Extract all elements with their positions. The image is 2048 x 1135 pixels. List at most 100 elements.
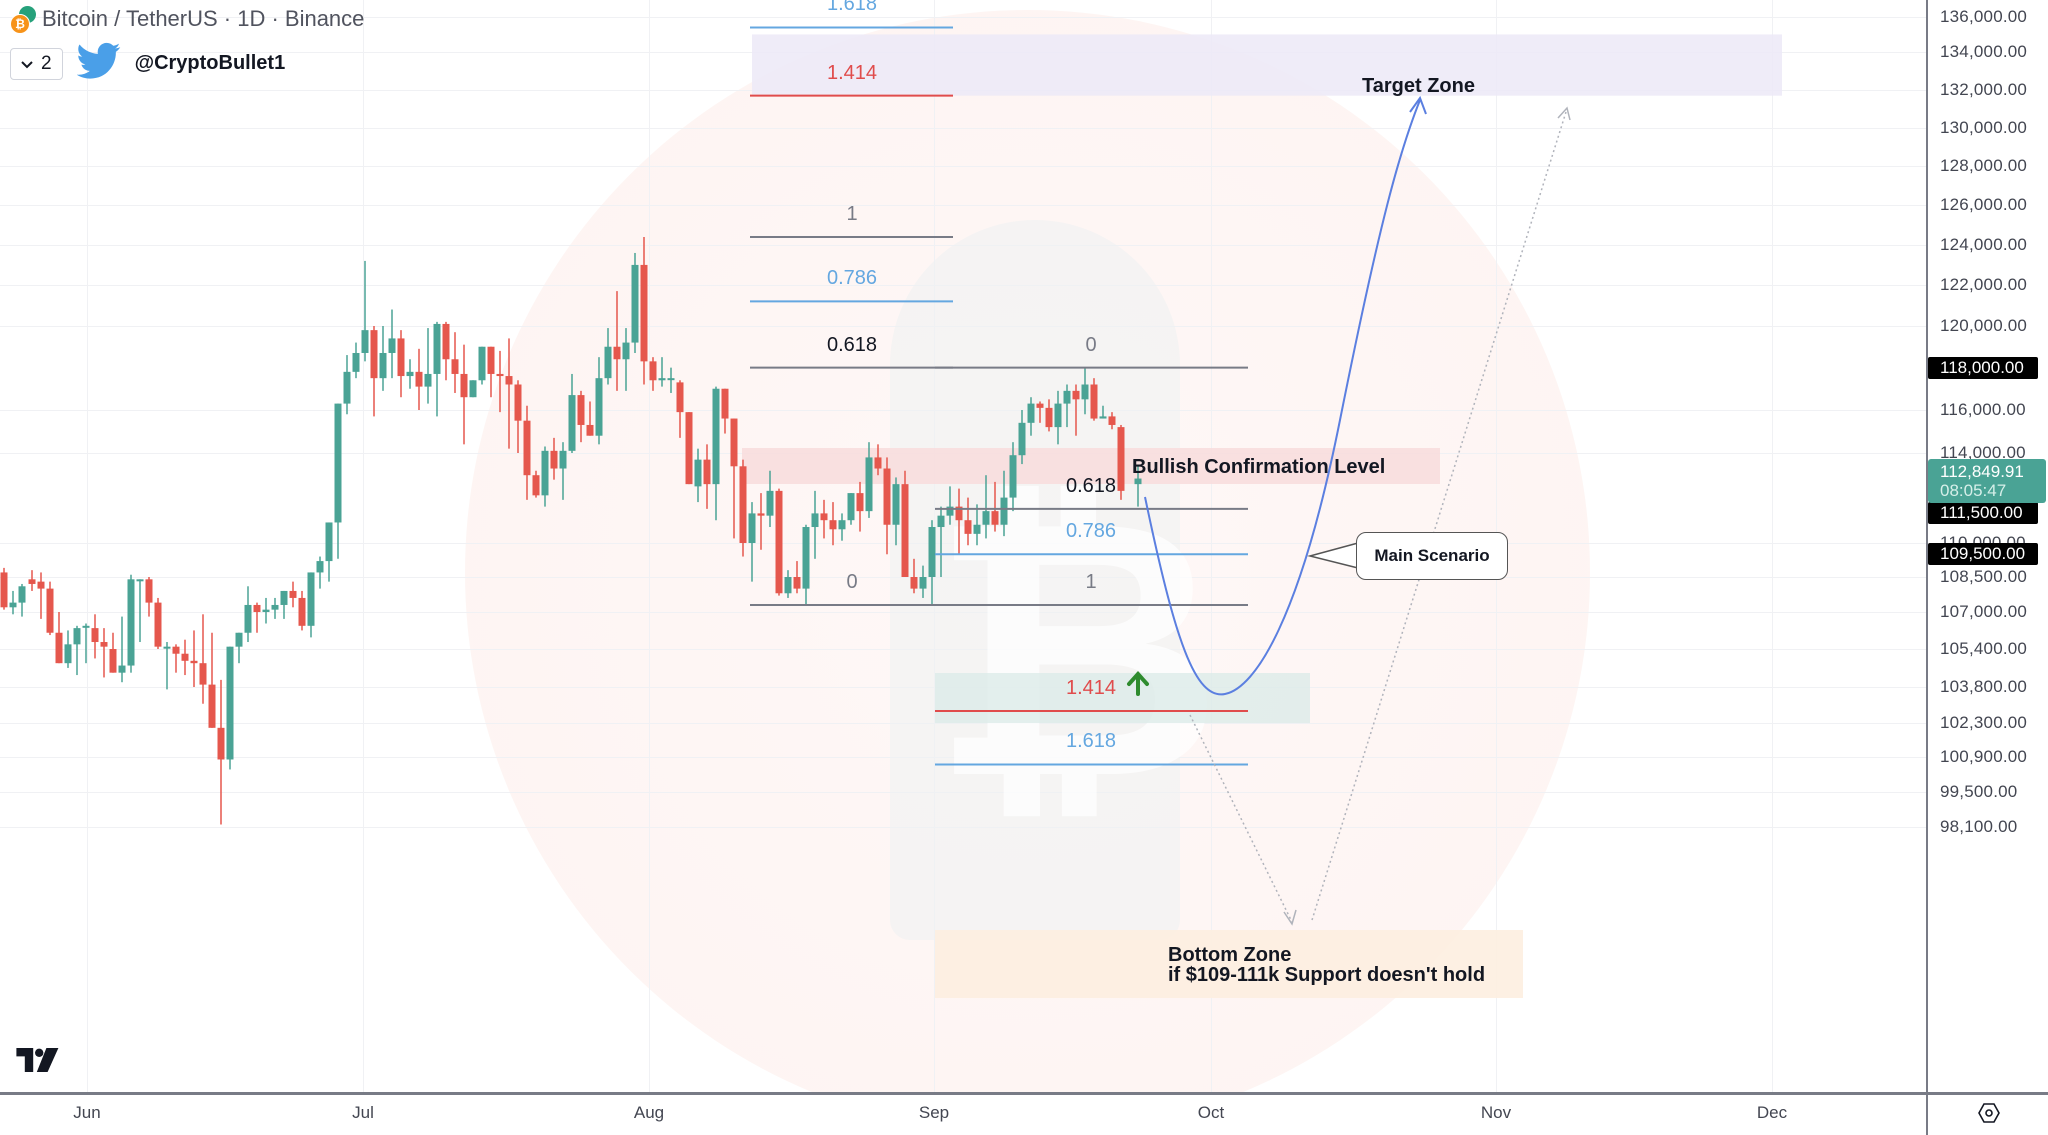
collapse-indicators-button[interactable]: 2 <box>10 47 63 80</box>
price-tick-label: 108,500.00 <box>1940 567 2028 586</box>
candle-body <box>271 604 279 610</box>
candle-body <box>1036 403 1044 408</box>
candle-body <box>226 646 234 760</box>
callout-pointer <box>1307 542 1359 569</box>
candle-body <box>1018 422 1026 456</box>
candle-body <box>1000 497 1008 525</box>
price-level-badge: 118,000.00 <box>1928 357 2038 379</box>
candle-body <box>748 513 756 543</box>
fib-level-label: 0.618 <box>826 333 878 356</box>
candle-body <box>28 579 36 584</box>
candle-body <box>1045 407 1053 428</box>
candle-body <box>100 642 108 647</box>
candle-body <box>919 577 927 589</box>
price-level-badge: 111,500.00 <box>1928 502 2038 524</box>
candle-body <box>415 371 423 387</box>
alt-path-up <box>1311 111 1567 921</box>
candle-body <box>865 457 873 512</box>
candle-body <box>586 424 594 436</box>
fib-level-label: 1.618 <box>826 0 878 16</box>
grid-line-v <box>1211 0 1212 1092</box>
time-axis[interactable]: Jun Jul Aug Sep Oct Nov Dec <box>0 1092 1926 1135</box>
candle-body <box>712 388 720 485</box>
price-tick-label: 99,500.00 <box>1940 782 2018 801</box>
candle-body <box>127 579 135 666</box>
candle-body <box>316 561 324 573</box>
candle-body <box>541 450 549 496</box>
candle-body <box>298 597 306 626</box>
candle-body <box>955 506 963 521</box>
grid-line-h <box>0 166 1926 167</box>
price-tick-label: 126,000.00 <box>1940 195 2028 214</box>
candle-body <box>685 412 693 485</box>
candle-body <box>1081 384 1089 400</box>
candle-body <box>1090 384 1098 419</box>
candle-body <box>253 604 261 612</box>
candle-body <box>352 352 360 372</box>
candle-body <box>73 628 81 645</box>
candle-body <box>0 572 8 608</box>
price-tick-label: 102,300.00 <box>1940 713 2028 732</box>
support-zone <box>935 673 1310 723</box>
last-price-badge: 112,849.91 08:05:47 <box>1928 459 2046 503</box>
price-tick-label: 114,000.00 <box>1940 443 2026 462</box>
main-scenario-projection <box>1144 99 1421 696</box>
fib-level-label: 1 <box>1085 570 1097 593</box>
candle-body <box>640 264 648 362</box>
symbol-header[interactable]: ₿ Bitcoin / TetherUS · 1D · Binance <box>10 6 364 34</box>
fib-level-label: 0.786 <box>1065 520 1117 543</box>
tradingview-logo[interactable] <box>16 1048 60 1077</box>
candle-body <box>514 384 522 421</box>
bottom-zone <box>935 930 1523 998</box>
grid-line-v <box>87 0 88 1092</box>
chevron-down-icon <box>21 53 33 75</box>
candle-body <box>883 468 891 525</box>
candle-body <box>55 632 63 664</box>
candle-body <box>604 346 612 379</box>
candle-body <box>181 653 189 661</box>
candle-body <box>532 475 540 496</box>
candle-body <box>289 590 297 598</box>
fib-level-label: 1.618 <box>1065 730 1117 753</box>
candle-body <box>37 581 45 589</box>
candle-body <box>658 378 666 381</box>
bullish-confirmation-zone <box>742 448 1440 484</box>
candle-body <box>631 264 639 343</box>
candle-body <box>1009 455 1017 498</box>
fib-level-label: 0 <box>1085 333 1097 356</box>
candle-body <box>109 649 117 673</box>
candle-body <box>1134 478 1142 485</box>
support-up-arrow-icon <box>1127 671 1149 696</box>
candle-body <box>64 644 72 664</box>
main-scenario-callout[interactable]: Main Scenario <box>1356 532 1508 580</box>
projection-arrowhead <box>1409 95 1427 115</box>
candle-body <box>487 346 495 374</box>
candle-body <box>667 378 675 381</box>
candle-body <box>577 395 585 425</box>
author-handle: @CryptoBullet1 <box>134 52 286 74</box>
candle-body <box>1117 427 1125 491</box>
chart-pane[interactable]: ₿ 1.618 1.414 1 0.786 0.618 0 0 0.618 0.786 1 1.41… <box>0 0 1926 1092</box>
chart-settings-button[interactable] <box>1926 1092 2048 1135</box>
target-zone-label: Target Zone <box>1362 75 1475 97</box>
price-tick-label: 98,100.00 <box>1940 817 2018 836</box>
candle-body <box>946 506 954 516</box>
candle-body <box>163 646 171 649</box>
grid-line-v <box>363 0 364 1092</box>
price-tick-label: 134,000.00 <box>1940 42 2028 61</box>
candle-body <box>622 342 630 360</box>
candle-body <box>1054 403 1062 428</box>
candle-body <box>118 665 126 673</box>
candle-body <box>244 604 252 633</box>
candle-body <box>1108 416 1116 425</box>
candle-body <box>388 338 396 353</box>
candle-body <box>496 373 504 377</box>
candle-body <box>145 579 153 603</box>
price-axis[interactable]: 136,000.00 134,000.00 132,000.00 130,000.00… <box>1926 0 2048 1092</box>
target-zone <box>752 34 1782 96</box>
candle-body <box>595 378 603 436</box>
candle-body <box>973 524 981 534</box>
fib-level-label: 0 <box>846 570 858 593</box>
candle-body <box>928 527 936 577</box>
candle-body <box>91 628 99 643</box>
